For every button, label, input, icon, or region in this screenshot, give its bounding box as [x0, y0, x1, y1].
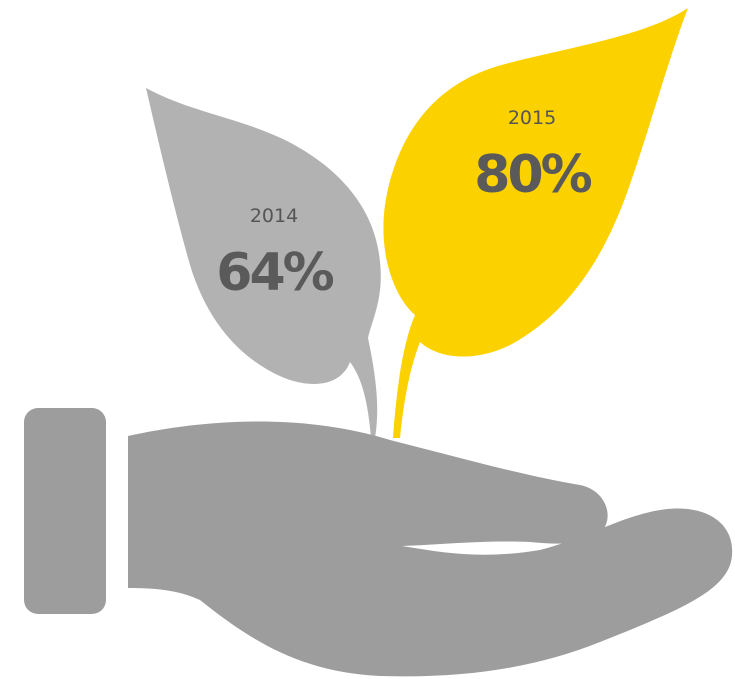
leaf-2015-shape	[383, 8, 688, 438]
hand-palm	[128, 421, 733, 677]
leaf-2015: 2015 80%	[383, 8, 688, 438]
leaf-2015-value: 80%	[474, 145, 591, 205]
leaf-2014-year: 2014	[250, 205, 298, 227]
hand-cuff	[24, 408, 106, 614]
leaf-2015-year: 2015	[508, 107, 556, 129]
hand-icon	[24, 408, 733, 677]
leaf-2014-value: 64%	[216, 243, 333, 303]
leaf-2014: 2014 64%	[146, 88, 381, 438]
leaf-2014-shape	[146, 88, 381, 438]
